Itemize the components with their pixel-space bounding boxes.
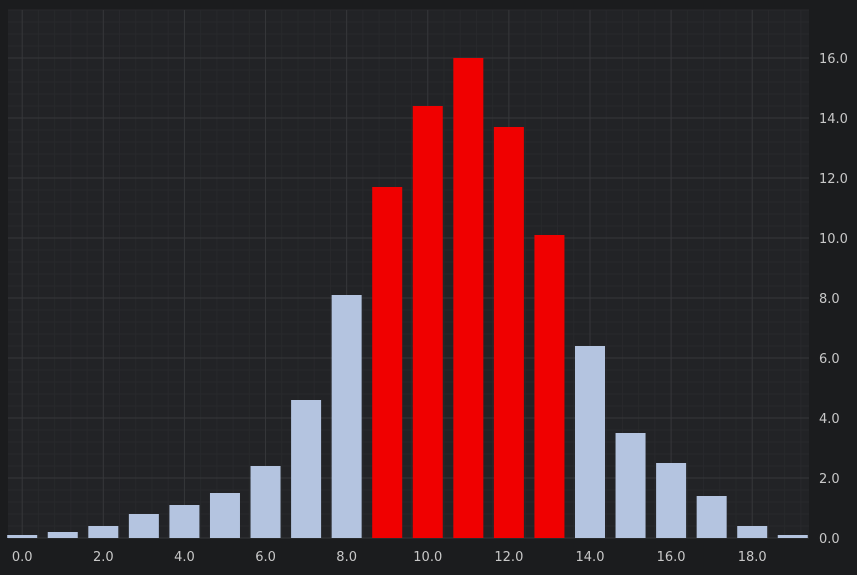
bar [250, 466, 281, 538]
bar [47, 532, 78, 538]
highlighted-bar [534, 235, 565, 538]
y-tick-label: 6.0 [819, 352, 840, 367]
highlighted-bar [453, 58, 484, 538]
y-axis-ticks: 0.0 2.0 4.0 6.0 8.0 10.0 12.0 14.0 16.0 [819, 52, 848, 547]
bar [777, 535, 808, 538]
y-tick-label: 12.0 [819, 172, 848, 187]
bar [615, 433, 646, 538]
x-tick-label: 8.0 [336, 550, 357, 565]
y-tick-label: 2.0 [819, 472, 840, 487]
x-tick-label: 16.0 [657, 550, 686, 565]
x-tick-label: 0.0 [12, 550, 33, 565]
x-tick-label: 14.0 [576, 550, 605, 565]
x-tick-label: 10.0 [413, 550, 442, 565]
bar [331, 295, 362, 538]
x-tick-label: 18.0 [738, 550, 767, 565]
x-tick-label: 12.0 [494, 550, 523, 565]
bar [128, 514, 159, 538]
y-tick-label: 8.0 [819, 292, 840, 307]
y-tick-label: 0.0 [819, 532, 840, 547]
y-tick-label: 14.0 [819, 112, 848, 127]
bar [737, 526, 768, 538]
highlighted-bar [372, 187, 403, 538]
bar [88, 526, 119, 538]
x-tick-label: 4.0 [174, 550, 195, 565]
highlighted-bar [412, 106, 443, 538]
x-tick-label: 6.0 [255, 550, 276, 565]
bar-series [7, 58, 808, 538]
y-tick-label: 10.0 [819, 232, 848, 247]
bar [7, 535, 38, 538]
y-tick-label: 4.0 [819, 412, 840, 427]
x-tick-label: 2.0 [93, 550, 114, 565]
bar [169, 505, 200, 538]
bar [574, 346, 605, 538]
y-tick-label: 16.0 [819, 52, 848, 67]
highlighted-bar [493, 127, 524, 538]
bar [209, 493, 240, 538]
bar [291, 400, 322, 538]
bar [696, 496, 727, 538]
x-axis-ticks: 0.0 2.0 4.0 6.0 8.0 10.0 12.0 14.0 16.0 18.0 [12, 550, 767, 565]
bar [656, 463, 687, 538]
